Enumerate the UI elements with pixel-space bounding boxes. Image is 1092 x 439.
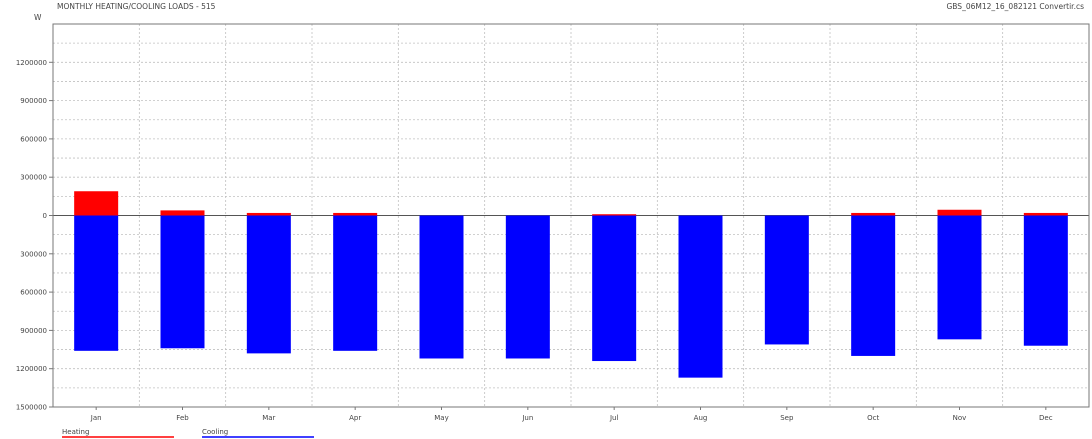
- cooling-bar: [419, 215, 464, 359]
- cooling-bar: [1023, 215, 1068, 346]
- cooling-bar: [246, 215, 291, 354]
- y-tick-label: 300000: [20, 250, 47, 258]
- y-tick-label: 1200000: [16, 59, 47, 67]
- chart-title: MONTHLY HEATING/COOLING LOADS - 515: [57, 2, 216, 11]
- x-axis: Jan Feb Mar Apr May Jun Jul Aug Sep Oct Nov Dec: [90, 407, 1053, 422]
- heating-bar: [74, 191, 119, 216]
- cooling-bar: [851, 215, 896, 356]
- cooling-bar: [74, 215, 119, 351]
- heating-bar: [1023, 212, 1068, 216]
- y-axis: 1200000 900000 600000 300000 0 300000 600000 90…: [16, 59, 53, 412]
- legend: Heating Cooling: [62, 428, 314, 438]
- file-name: GBS_06M12_16_082121 Convertir.cs: [946, 2, 1084, 11]
- heating-bar: [937, 209, 982, 216]
- y-tick-label: 300000: [20, 174, 47, 182]
- y-tick-label: 900000: [20, 327, 47, 335]
- heating-bar: [851, 212, 896, 216]
- x-tick-label: Jan: [90, 414, 102, 422]
- x-tick-label: Sep: [780, 414, 794, 422]
- cooling-bar: [678, 215, 723, 378]
- y-tick-label: 600000: [20, 135, 47, 143]
- plot-frame: [52, 23, 1090, 408]
- y-tick-label: 600000: [20, 289, 47, 297]
- x-tick-label: Jun: [521, 414, 533, 422]
- grid: [53, 23, 1089, 408]
- x-tick-label: Mar: [262, 414, 275, 422]
- x-tick-label: Nov: [953, 414, 967, 422]
- x-tick-label: Jul: [609, 414, 619, 422]
- heating-bar: [333, 212, 378, 216]
- x-tick-label: May: [434, 414, 448, 422]
- cooling-bar: [764, 215, 809, 345]
- x-tick-label: Feb: [176, 414, 189, 422]
- x-tick-label: Oct: [867, 414, 879, 422]
- cooling-bar: [333, 215, 378, 351]
- x-tick-label: Dec: [1039, 414, 1053, 422]
- cooling-bar: [505, 215, 550, 359]
- y-tick-label: 0: [43, 212, 47, 220]
- legend-label-heating: Heating: [62, 428, 89, 436]
- x-tick-label: Aug: [694, 414, 708, 422]
- unit-label: W: [34, 13, 42, 22]
- y-tick-label: 1500000: [16, 404, 47, 412]
- cooling-bar: [592, 215, 637, 362]
- y-tick-label: 900000: [20, 97, 47, 105]
- x-tick-label: Apr: [349, 414, 361, 422]
- y-tick-label: 1200000: [16, 365, 47, 373]
- heating-bar: [592, 214, 637, 216]
- heating-bar: [246, 212, 291, 216]
- heating-bar: [160, 210, 205, 216]
- bars: [74, 191, 1068, 378]
- cooling-bar: [937, 215, 982, 340]
- legend-label-cooling: Cooling: [202, 428, 228, 436]
- cooling-bar: [160, 215, 205, 349]
